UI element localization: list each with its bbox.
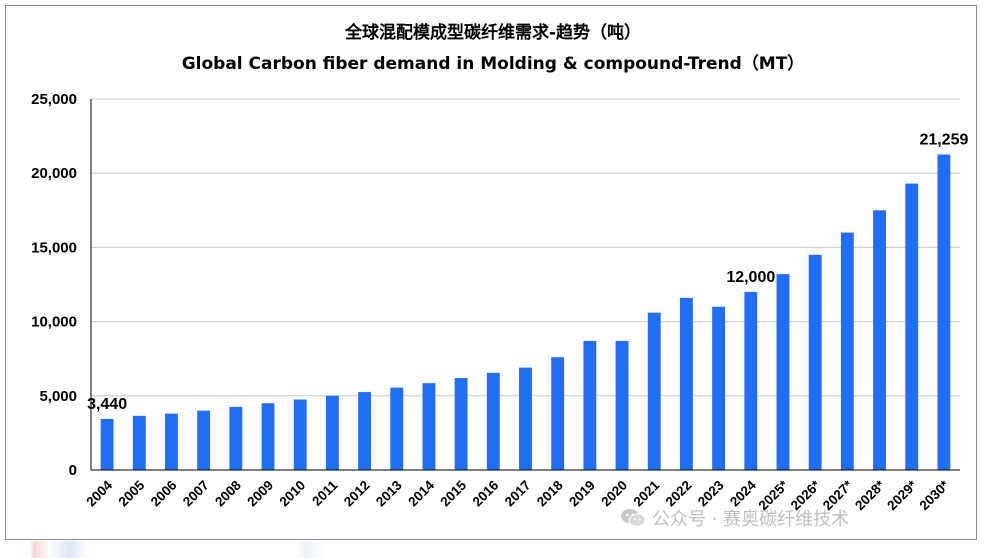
x-tick-label: 2007: [180, 478, 212, 510]
x-tick-label: 2011: [309, 477, 341, 509]
bar: [422, 383, 436, 470]
x-tick-label: 2019: [566, 478, 598, 510]
data-label: 3,440: [87, 396, 127, 413]
bar: [615, 340, 629, 470]
bar: [390, 387, 404, 470]
chart-subtitle: Global Carbon fiber demand in Molding & …: [182, 53, 805, 74]
bar: [100, 418, 114, 470]
x-tick-label: 2006: [148, 477, 180, 509]
x-tick-label: 2030*: [916, 477, 952, 513]
y-axis-ticks: 0 5,000 10,000 15,000 20,000 25,000: [31, 91, 77, 479]
x-tick-label: 2010: [276, 478, 308, 510]
bar: [325, 395, 339, 470]
data-label: 12,000: [726, 269, 775, 286]
y-tick-label: 15,000: [31, 239, 77, 256]
bar: [486, 372, 500, 470]
wechat-icon: [620, 508, 646, 528]
bar: [551, 357, 565, 470]
data-labels: 3,440 12,000 21,259: [87, 132, 968, 413]
x-tick-label: 2015: [437, 477, 469, 509]
bar: [519, 367, 532, 470]
bar: [744, 291, 758, 470]
x-tick-label: 2005: [116, 477, 148, 509]
bar: [873, 210, 886, 471]
bar: [647, 312, 661, 470]
bar: [197, 410, 211, 470]
chart-title: 全球混配模成型碳纤维需求-趋势（吨）: [344, 22, 641, 43]
bar: [808, 254, 822, 470]
bar: [132, 415, 146, 470]
bar: [454, 377, 468, 470]
bar: [583, 340, 597, 470]
watermark-text: 公众号 · 赛奥碳纤维技术: [652, 509, 850, 530]
data-label: 21,259: [919, 132, 968, 149]
x-tick-label: 2028*: [852, 477, 888, 513]
bar: [165, 413, 178, 470]
bottom-decoration: [0, 541, 985, 558]
y-tick-label: 5,000: [39, 388, 77, 405]
y-tick-label: 10,000: [31, 314, 77, 331]
bar: [229, 406, 243, 470]
watermark: 公众号 · 赛奥碳纤维技术: [620, 505, 849, 531]
y-tick-label: 20,000: [31, 165, 77, 182]
bar: [905, 183, 919, 470]
bar: [776, 274, 790, 470]
bar: [679, 297, 693, 470]
bar: [358, 392, 372, 470]
x-tick-label: 2009: [244, 478, 276, 510]
x-tick-label: 2018: [534, 477, 566, 509]
x-tick-label: 2012: [341, 478, 373, 510]
bar: [293, 399, 307, 470]
x-tick-label: 2017: [502, 478, 534, 510]
bar: [840, 232, 854, 470]
x-tick-label: 2008: [212, 477, 244, 509]
x-tick-label: 2016: [470, 477, 502, 509]
y-tick-label: 25,000: [31, 91, 77, 108]
x-tick-label: 2013: [373, 477, 405, 509]
bar: [937, 154, 951, 471]
x-tick-label: 2029*: [884, 477, 920, 513]
bar: [261, 403, 275, 470]
x-tick-label: 2004: [83, 477, 115, 509]
bar: [712, 306, 726, 470]
bars: [100, 154, 951, 471]
x-tick-label: 2014: [405, 477, 437, 509]
y-tick-label: 0: [69, 462, 77, 479]
gridlines: [91, 98, 960, 397]
